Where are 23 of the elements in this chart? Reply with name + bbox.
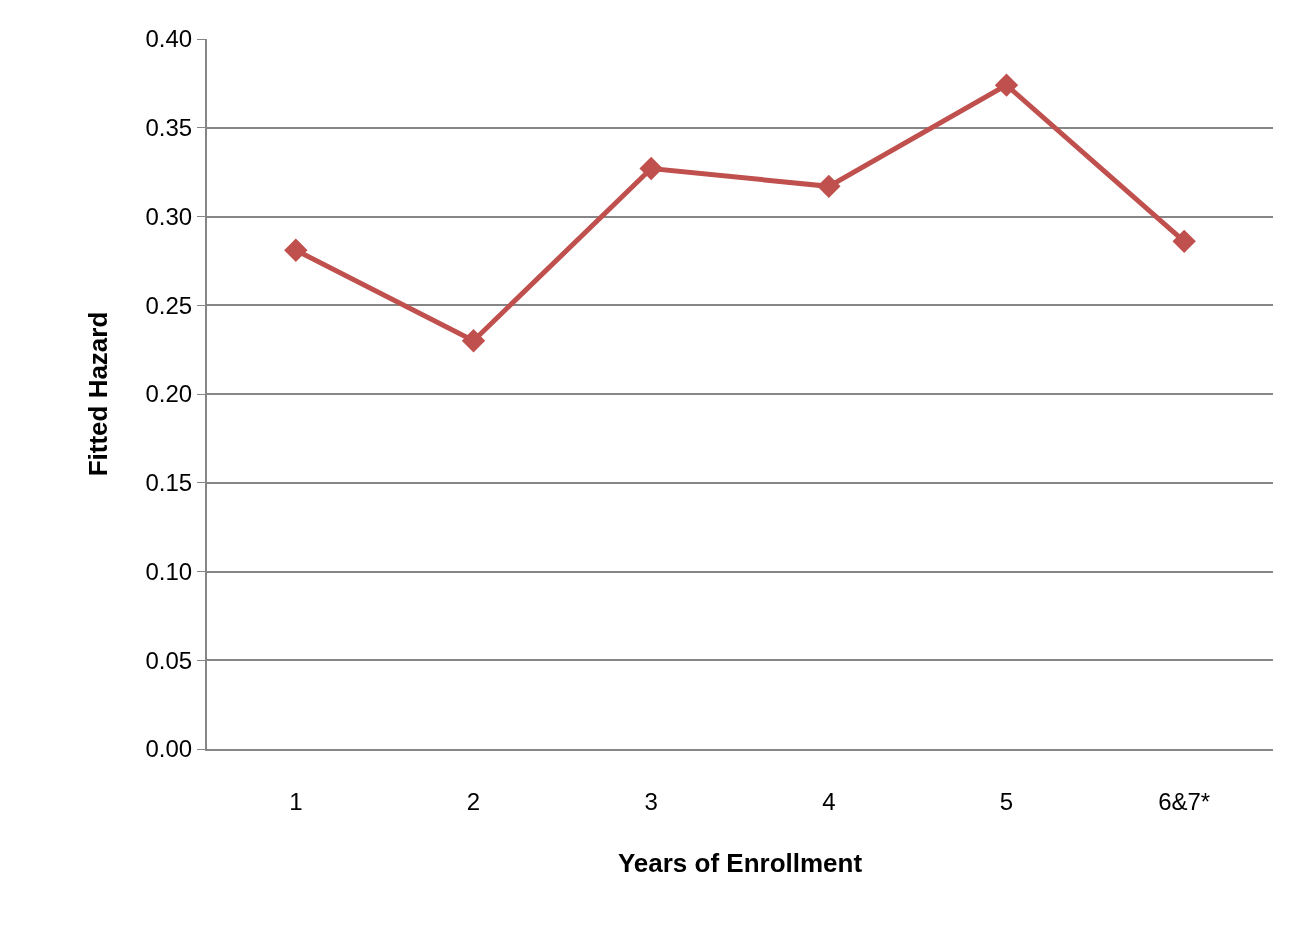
y-tick-label: 0.30 <box>145 202 193 230</box>
y-tick-label: 0.05 <box>145 646 193 674</box>
y-tick-label: 0.25 <box>145 291 193 319</box>
x-tick-label: 2 <box>466 787 481 815</box>
y-tick-label: 0.15 <box>145 469 193 497</box>
point <box>1172 229 1196 254</box>
y-tick-label: 0.10 <box>145 557 193 585</box>
point <box>461 329 486 353</box>
point <box>639 156 663 181</box>
point <box>284 238 308 262</box>
point <box>817 174 841 199</box>
x-axis-title: Years of Enrollment <box>617 848 863 878</box>
y-tick-label: 0.20 <box>145 380 193 408</box>
y-axis-title: Fitted Hazard <box>83 311 114 477</box>
y-tick-label: 0.00 <box>145 735 193 763</box>
x-tick-label: 3 <box>644 787 658 815</box>
x-tick-label: 5 <box>999 787 1014 815</box>
y-tick-label: 0.40 <box>145 25 193 53</box>
y-tick-label: 0.35 <box>145 114 193 142</box>
x-tick-label: 6&7* <box>1158 787 1211 815</box>
x-tick-label: 4 <box>822 787 836 815</box>
point <box>994 73 1019 97</box>
x-tick-label: 1 <box>289 787 303 815</box>
